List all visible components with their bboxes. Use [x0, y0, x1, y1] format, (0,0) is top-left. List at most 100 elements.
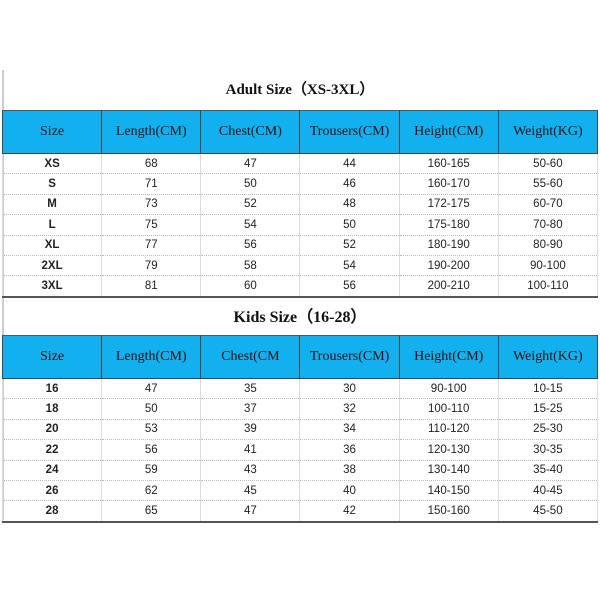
table-cell: 41: [200, 439, 301, 461]
size-cell: XS: [1, 152, 103, 175]
header-row: Size Length(CM) Chest(CM Trousers(CM) Height…: [1, 335, 599, 379]
table-cell: 71: [101, 173, 202, 195]
table-cell: 160-170: [398, 173, 499, 195]
table-cell: 62: [101, 479, 202, 502]
table-row: 22 56 41 36 120-130 30-35: [1, 439, 599, 461]
table-row: 20 53 39 34 110-120 25-30: [1, 418, 599, 441]
size-cell: S: [1, 173, 103, 195]
table-cell: 90-100: [398, 377, 499, 400]
table-cell: 35: [200, 377, 301, 400]
column-header: Weight(KG): [497, 110, 599, 154]
table-row: 2XL 79 58 54 190-200 90-100: [1, 254, 599, 277]
column-header: Length(CM): [101, 110, 202, 154]
table-cell: 110-120: [398, 418, 499, 441]
table-row: XS 68 47 44 160-165 50-60: [1, 152, 599, 175]
column-header: Chest(CM: [200, 335, 301, 379]
table-cell: 53: [101, 418, 202, 441]
table-cell: 32: [299, 398, 400, 420]
table-cell: 68: [101, 152, 202, 175]
table-row: S 71 50 46 160-170 55-60: [1, 173, 599, 195]
table-cell: 70-80: [497, 214, 599, 236]
column-header: Size: [1, 335, 103, 379]
table-cell: 80-90: [497, 234, 599, 256]
table-cell: 46: [299, 173, 400, 195]
column-header: Height(CM): [398, 335, 499, 379]
table-cell: 15-25: [497, 398, 599, 420]
size-cell: XL: [1, 234, 103, 256]
column-header: Weight(KG): [497, 335, 599, 379]
table-cell: 54: [200, 214, 301, 236]
table-cell: 47: [200, 152, 301, 175]
table-row: 28 65 47 42 150-160 45-50: [1, 500, 599, 523]
table-cell: 44: [299, 152, 400, 175]
size-cell: 28: [1, 500, 103, 523]
table-cell: 81: [101, 275, 202, 298]
table-row: L 75 54 50 175-180 70-80: [1, 214, 599, 236]
column-header: Chest(CM): [200, 110, 301, 154]
size-cell: 24: [1, 459, 103, 481]
table-cell: 47: [101, 377, 202, 400]
table-cell: 60-70: [497, 193, 599, 216]
table-cell: 160-165: [398, 152, 499, 175]
table-cell: 37: [200, 398, 301, 420]
table-cell: 100-110: [398, 398, 499, 420]
table-row: M 73 52 48 172-175 60-70: [1, 193, 599, 216]
table-cell: 40-45: [497, 479, 599, 502]
column-header: Height(CM): [398, 110, 499, 154]
table-cell: 75: [101, 214, 202, 236]
table-cell: 52: [299, 234, 400, 256]
table-cell: 10-15: [497, 377, 599, 400]
column-header: Trousers(CM): [299, 110, 400, 154]
table-cell: 34: [299, 418, 400, 441]
adult-size-table: Size Length(CM) Chest(CM) Trousers(CM) Heigh…: [1, 110, 599, 298]
column-header: Length(CM): [101, 335, 202, 379]
table-cell: 56: [299, 275, 400, 298]
adult-size-title: Adult Size（XS-3XL）: [225, 82, 375, 98]
table-cell: 56: [200, 234, 301, 256]
table-cell: 120-130: [398, 439, 499, 461]
table-cell: 43: [200, 459, 301, 481]
table-cell: 48: [299, 193, 400, 216]
table-cell: 56: [101, 439, 202, 461]
table-cell: 55-60: [497, 173, 599, 195]
kids-size-table: Size Length(CM) Chest(CM Trousers(CM) Height…: [1, 335, 599, 523]
table-cell: 150-160: [398, 500, 499, 523]
table-cell: 140-150: [398, 479, 499, 502]
table-cell: 77: [101, 234, 202, 256]
table-cell: 45-50: [497, 500, 599, 523]
table-cell: 35-40: [497, 459, 599, 481]
size-cell: 26: [1, 479, 103, 502]
column-header: Size: [1, 110, 103, 154]
table-cell: 180-190: [398, 234, 499, 256]
table-cell: 54: [299, 254, 400, 277]
table-cell: 175-180: [398, 214, 499, 236]
table-cell: 65: [101, 500, 202, 523]
size-cell: L: [1, 214, 103, 236]
table-cell: 30: [299, 377, 400, 400]
table-cell: 190-200: [398, 254, 499, 277]
header-row: Size Length(CM) Chest(CM) Trousers(CM) Heigh…: [1, 110, 599, 154]
table-cell: 90-100: [497, 254, 599, 277]
size-cell: 3XL: [1, 275, 103, 298]
table-cell: 30-35: [497, 439, 599, 461]
size-cell: 16: [1, 377, 103, 400]
table-cell: 38: [299, 459, 400, 481]
table-cell: 50-60: [497, 152, 599, 175]
table-cell: 73: [101, 193, 202, 216]
size-cell: M: [1, 193, 103, 216]
size-cell: 2XL: [1, 254, 103, 277]
kids-size-title: Kids Size（16-28）: [233, 309, 367, 326]
table-cell: 47: [200, 500, 301, 523]
table-cell: 200-210: [398, 275, 499, 298]
size-cell: 20: [1, 418, 103, 441]
table-cell: 42: [299, 500, 400, 523]
table-cell: 39: [200, 418, 301, 441]
table-cell: 60: [200, 275, 301, 298]
table-cell: 50: [200, 173, 301, 195]
table-row: XL 77 56 52 180-190 80-90: [1, 234, 599, 256]
table-cell: 36: [299, 439, 400, 461]
table-cell: 59: [101, 459, 202, 481]
column-header: Trousers(CM): [299, 335, 400, 379]
table-row: 26 62 45 40 140-150 40-45: [1, 479, 599, 502]
table-cell: 172-175: [398, 193, 499, 216]
